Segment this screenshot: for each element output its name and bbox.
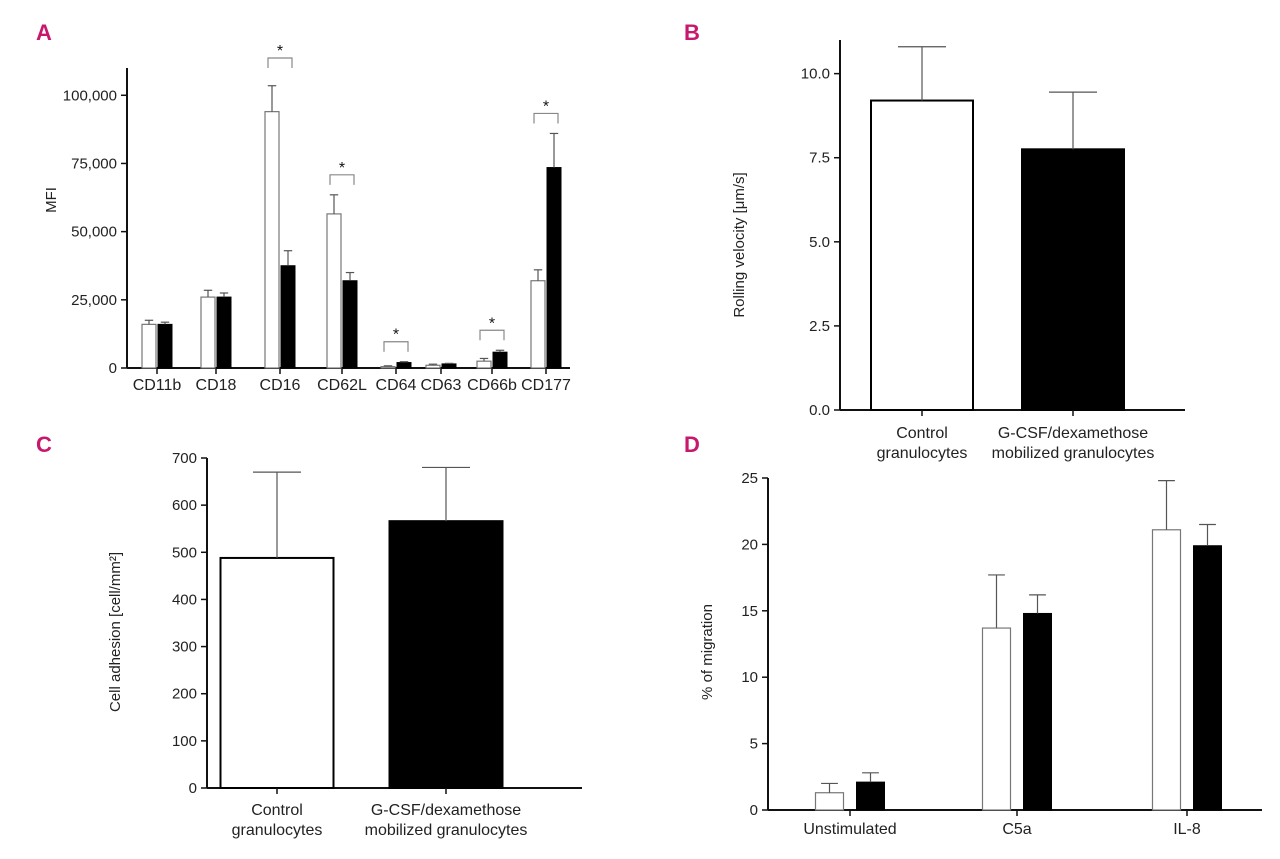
bar-mobilized — [546, 167, 562, 369]
bar-control — [1151, 529, 1182, 811]
y-tick-label: 7.5 — [809, 150, 830, 167]
x-tick-label: mobilized granulocytes — [992, 445, 1155, 462]
bar-mobilized — [342, 280, 358, 369]
bar-control — [981, 627, 1012, 811]
bar-control — [200, 296, 216, 369]
panel-b-chart: 0.0 2.5 5.0 7.5 10.0 Control granulocytes G-CSF… — [801, 40, 1185, 462]
x-tick-label: CD177 — [521, 377, 571, 394]
x-tick-label: granulocytes — [232, 822, 323, 839]
y-tick-label: 25 — [741, 470, 758, 487]
y-axis-label-b: Rolling velocity [μm/s] — [731, 172, 748, 317]
y-tick-label: 25,000 — [71, 292, 117, 309]
x-tick-label: CD64 — [376, 377, 417, 394]
y-tick-label: 400 — [172, 591, 197, 608]
x-tick-label: CD63 — [421, 377, 462, 394]
y-tick-label: 5 — [750, 736, 758, 753]
y-tick-label: 0 — [750, 802, 758, 819]
panel-letter-d: D — [684, 432, 700, 457]
bar-mobilized — [856, 781, 885, 811]
bar-control — [264, 111, 280, 369]
panel-letter-c: C — [36, 432, 52, 457]
bar-mobilized — [1193, 545, 1222, 811]
bar-control — [326, 213, 342, 369]
y-axis-label-a: MFI — [43, 187, 60, 213]
panel-d-chart: 0 5 10 15 20 25 Unstimulated C5a IL-8 — [741, 470, 1262, 838]
x-tick-label: C5a — [1002, 821, 1031, 838]
x-tick-label: CD16 — [260, 377, 301, 394]
x-tick-label: G-CSF/dexamethose — [371, 802, 521, 819]
bar-mobilized — [388, 520, 504, 790]
y-axis-label-c: Cell adhesion [cell/mm²] — [107, 552, 124, 712]
bar-mobilized — [1021, 148, 1125, 411]
y-axis-label-d: % of migration — [699, 604, 716, 700]
y-tick-label: 20 — [741, 536, 758, 553]
y-tick-label: 100 — [172, 733, 197, 750]
x-tick-label: Control — [251, 802, 303, 819]
y-tick-label: 700 — [172, 450, 197, 467]
y-tick-label: 5.0 — [809, 234, 830, 251]
x-tick-label: CD62L — [317, 377, 367, 394]
bar-control — [141, 323, 157, 369]
y-tick-label: 500 — [172, 544, 197, 561]
x-tick-label: Control — [896, 425, 948, 442]
bar-control — [380, 366, 396, 369]
x-tick-label: IL-8 — [1173, 821, 1201, 838]
x-tick-label: G-CSF/dexamethose — [998, 425, 1148, 442]
significance-bracket — [329, 174, 355, 185]
bar-control — [870, 99, 974, 412]
x-tick-label: CD11b — [133, 377, 182, 394]
y-tick-label: 0 — [189, 780, 197, 797]
x-tick-label: CD66b — [467, 377, 517, 394]
significance-bracket — [533, 112, 559, 124]
y-tick-label: 600 — [172, 497, 197, 514]
x-tick-label: CD18 — [196, 377, 237, 394]
x-tick-label: mobilized granulocytes — [365, 822, 528, 839]
bar-mobilized — [1023, 612, 1052, 811]
significance-bracket — [267, 57, 293, 68]
y-tick-label: 300 — [172, 639, 197, 656]
bar-control — [219, 556, 335, 790]
y-tick-label: 75,000 — [71, 155, 117, 172]
significance-star: * — [489, 315, 495, 332]
significance-star: * — [543, 98, 549, 115]
y-tick-label: 10.0 — [801, 66, 830, 83]
y-tick-label: 50,000 — [71, 224, 117, 241]
bar-control — [530, 280, 546, 369]
panel-c-chart: 0 100 200 300 400 500 600 700 Control granulocyte… — [172, 450, 582, 839]
significance-bracket — [479, 329, 505, 341]
y-tick-label: 100,000 — [63, 87, 117, 104]
panel-letter-b: B — [684, 20, 700, 45]
significance-star: * — [277, 43, 283, 60]
y-tick-label: 10 — [741, 669, 758, 686]
bar-control — [814, 792, 845, 811]
x-tick-label: granulocytes — [877, 445, 968, 462]
bar-mobilized — [396, 362, 412, 369]
y-tick-label: 2.5 — [809, 318, 830, 335]
x-tick-label: Unstimulated — [803, 821, 896, 838]
bar-control — [476, 360, 492, 369]
bar-mobilized — [157, 323, 173, 369]
bar-mobilized — [280, 265, 296, 369]
panel-letter-a: A — [36, 20, 52, 45]
significance-star: * — [339, 160, 345, 177]
y-tick-label: 0 — [109, 360, 117, 377]
bar-mobilized — [216, 296, 232, 369]
y-tick-label: 0.0 — [809, 402, 830, 419]
significance-star: * — [393, 327, 399, 344]
bar-control — [425, 364, 441, 369]
bar-mobilized — [441, 363, 457, 369]
significance-bracket — [383, 341, 409, 352]
y-tick-label: 200 — [172, 686, 197, 703]
panel-a-chart: 0 25,000 50,000 75,000 100,000 CD11b CD18 CD16 C… — [63, 43, 571, 394]
bar-mobilized — [492, 351, 508, 369]
y-tick-label: 15 — [741, 603, 758, 620]
